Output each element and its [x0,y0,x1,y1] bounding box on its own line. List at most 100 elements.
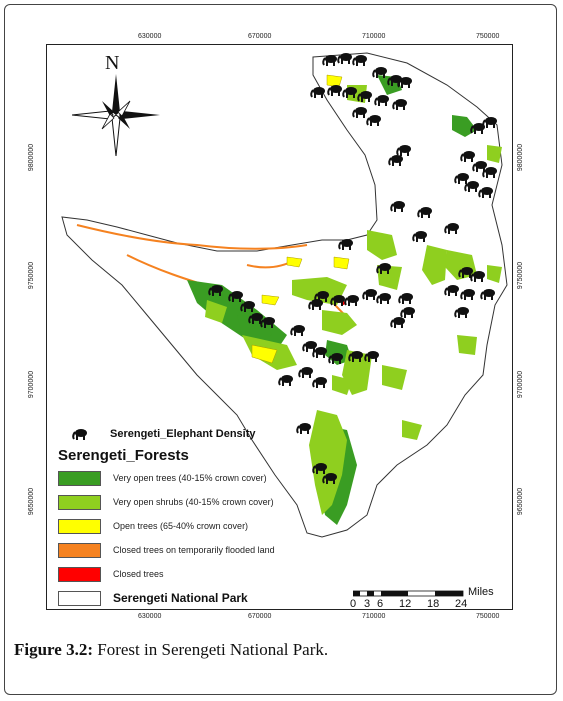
elephant-marker [298,367,313,378]
legend-item-label: Closed trees on temporarily flooded land [113,545,275,555]
legend-item-very-open-shrubs: Very open shrubs (40-15% crown cover) [58,493,274,511]
scale-tick-18: 18 [427,598,440,610]
legend-swatch [58,566,101,582]
legend-swatch [58,470,101,486]
x-tick-top-1: 630000 [138,33,162,40]
caption-text: Forest in Serengeti National Park. [93,640,329,659]
elephant-marker [390,317,405,328]
elephant-marker [366,115,381,126]
elephant-marker [444,285,459,296]
elephant-marker [352,55,367,66]
elephant-marker [260,317,275,328]
elephant-marker [240,301,255,312]
elephant-marker [312,377,327,388]
elephant-marker [460,151,475,162]
legend-item-label: Very open shrubs (40-15% crown cover) [113,497,274,507]
forest-light-16 [487,145,502,163]
scale-tick-24: 24 [455,598,468,610]
x-tick-top-3: 710000 [362,33,386,40]
elephant-marker [454,173,469,184]
elephant-legend-label: Serengeti_Elephant Density [110,428,256,440]
forest-light-13 [377,265,402,290]
map-frame [46,44,513,610]
forest-light-1 [367,230,397,260]
elephant-marker [374,95,389,106]
elephant-marker [328,353,343,364]
elephant-icon [72,429,87,440]
elephant-marker [458,267,473,278]
elephant-marker [388,155,403,166]
elephant-marker [372,67,387,78]
forest-light-2 [422,245,447,285]
legend-park-label: Serengeti National Park [113,591,248,605]
elephant-marker [342,87,357,98]
elephant-marker [412,231,427,242]
elephant-marker [357,91,372,102]
park-boundary [61,52,508,538]
elephant-marker [278,375,293,386]
elephant-marker [480,289,495,300]
map-canvas [61,52,508,538]
elephant-marker [337,53,352,64]
legend-swatch [58,590,101,606]
forest-light-6 [205,300,227,323]
x-tick-bottom-3: 710000 [362,613,386,620]
x-tick-bottom-4: 750000 [476,613,500,620]
elephant-marker [296,423,311,434]
north-arrow-icon [72,74,160,156]
north-label: N [105,52,120,74]
elephant-marker [322,55,337,66]
legend-swatch [58,542,101,558]
scale-unit: Miles [468,586,494,598]
elephant-marker [376,263,391,274]
scale-bar [353,590,464,597]
elephant-marker [208,285,223,296]
forests-legend-title: Serengeti_Forests [58,447,189,464]
figure-caption: Figure 3.2: Forest in Serengeti National… [14,640,328,660]
forest-light-14 [382,365,407,390]
elephant-marker [478,187,493,198]
elephant-marker [392,99,407,110]
legend-item-very-open-trees: Very open trees (40-15% crown cover) [58,469,267,487]
legend-item-open-trees: Open trees (65-40% crown cover) [58,517,248,535]
x-tick-bottom-2: 670000 [248,613,272,620]
elephant-marker [310,87,325,98]
x-tick-top-4: 750000 [476,33,500,40]
elephant-marker [302,341,317,352]
elephant-marker [400,307,415,318]
forest-yellow-1 [251,344,278,364]
elephant-marker [460,289,475,300]
elephant-marker [364,351,379,362]
elephant-marker [290,325,305,336]
forest-yellow-2 [333,256,350,270]
flooded-strip-1 [76,224,308,250]
elephant-marker [362,289,377,300]
elephant-marker [322,473,337,484]
scale-tick-0: 0 [350,598,357,610]
legend-item-park: Serengeti National Park [58,589,248,607]
scale-tick-12: 12 [399,598,412,610]
caption-prefix: Figure 3.2: [14,640,94,659]
x-tick-bottom-1: 630000 [138,613,162,620]
scale-tick-3: 3 [364,598,371,610]
elephant-marker [417,207,432,218]
elephant-marker [352,107,367,118]
figure-frame [4,4,557,695]
x-tick-top-2: 670000 [248,33,272,40]
legend-swatch [58,518,101,534]
elephant-marker [454,307,469,318]
elephant-marker [312,463,327,474]
scale-tick-6: 6 [377,598,384,610]
forest-light-9 [402,420,422,440]
forest-light-8 [309,410,347,515]
elephant-marker [327,85,342,96]
legend-item-label: Very open trees (40-15% crown cover) [113,473,267,483]
elephant-marker [248,313,263,324]
elephant-marker [344,295,359,306]
elephant-marker [398,293,413,304]
elephant-marker [470,123,485,134]
legend-item-closed-trees: Closed trees [58,565,164,583]
elephant-marker [348,351,363,362]
elephant-marker [482,117,497,128]
